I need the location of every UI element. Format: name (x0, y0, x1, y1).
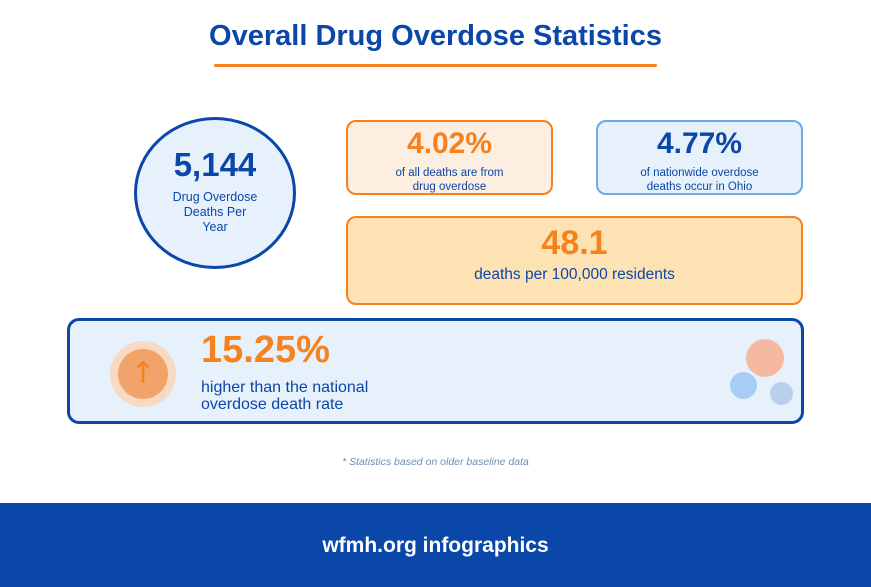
rate-per-100k-label: deaths per 100,000 residents (474, 266, 675, 283)
title-underline (214, 64, 657, 67)
footer-banner: wfmh.org infographics (0, 503, 871, 587)
decorative-dot-medium (730, 372, 757, 399)
annual-deaths-value: 5,144 (173, 146, 257, 183)
annual-deaths-label: Drug Overdose Deaths Per Year (172, 190, 258, 234)
rate-per-100k-card: 48.1 deaths per 100,000 residents (346, 216, 803, 305)
page-title: Overall Drug Overdose Statistics (209, 20, 662, 52)
above-national-card: ↑ 15.25% higher than the national overdo… (67, 318, 804, 424)
footer-text: wfmh.org infographics (322, 534, 549, 557)
decorative-dot-small (770, 382, 793, 405)
decorative-dot-large (746, 339, 784, 377)
above-national-value: 15.25% (201, 329, 330, 371)
arrow-badge: ↑ (110, 341, 176, 407)
footnote: * Statistics based on older baseline dat… (342, 456, 529, 468)
arrow-up-icon: ↑ (118, 349, 168, 399)
share-of-nationwide-value: 4.77% (656, 127, 743, 160)
share-of-nationwide-card: 4.77% of nationwide overdose deaths occu… (596, 120, 803, 195)
share-of-all-deaths-label: of all deaths are from drug overdose (395, 167, 504, 193)
share-of-nationwide-label: of nationwide overdose deaths occur in O… (640, 167, 759, 193)
annual-deaths-circle: 5,144 Drug Overdose Deaths Per Year (134, 117, 296, 269)
share-of-all-deaths-value: 4.02% (406, 127, 493, 160)
share-of-all-deaths-card: 4.02% of all deaths are from drug overdo… (346, 120, 553, 195)
above-national-label: higher than the national overdose death … (201, 379, 369, 413)
rate-per-100k-value: 48.1 (541, 224, 608, 262)
